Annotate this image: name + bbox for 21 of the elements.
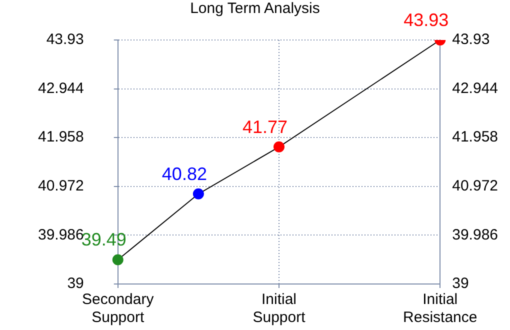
y2-tick-label: 42.944: [452, 80, 498, 97]
y2-tick-label: 39: [452, 275, 469, 292]
data-label: 41.77: [242, 116, 288, 137]
y-tick-label: 40.972: [38, 178, 84, 195]
y-tick-label: 41.958: [38, 128, 84, 146]
y2-tick-label: 40.972: [452, 178, 498, 195]
y2-tick-label: 39.986: [452, 226, 498, 244]
y2-tick-label: 43.93: [452, 31, 490, 48]
y-tick-label: 39: [67, 275, 84, 292]
data-label: 40.82: [162, 164, 207, 184]
data-label: 43.93: [404, 10, 449, 30]
point: [112, 254, 124, 266]
x-tick-label: Initial Support: [252, 291, 306, 326]
point: [274, 141, 284, 152]
chart-title: Long Term Analysis: [190, 0, 320, 17]
x-tick-label: Initial Resistance: [403, 291, 478, 326]
y2-tick-label: 41.958: [452, 128, 498, 146]
point: [192, 188, 204, 200]
y-tick-label: 42.944: [38, 80, 84, 97]
y-tick-label: 43.93: [46, 31, 84, 48]
x-tick-label: Secondary Support: [82, 291, 154, 326]
